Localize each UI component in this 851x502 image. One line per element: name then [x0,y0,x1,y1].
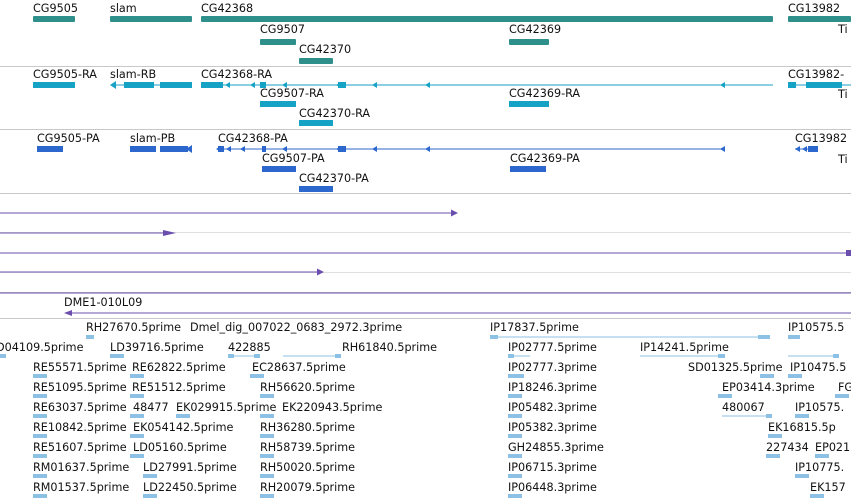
est-label[interactable]: LD22450.5prime [143,481,237,494]
est-label[interactable]: IP06715.3prime [508,461,597,474]
est-label[interactable]: EC28637.5prime [252,361,346,374]
est-label[interactable]: D04109.5prime [0,341,84,354]
transcript-glyph-cg9507-ra[interactable] [260,101,296,107]
est-label[interactable]: RH56620.5prime [260,381,356,394]
transcript-label-ti-ra[interactable]: Ti [838,88,848,101]
gene-label-cg42368[interactable]: CG42368 [201,2,254,15]
est-label[interactable]: RE62822.5prime [132,361,226,374]
gene-label-cg9505[interactable]: CG9505 [33,2,78,15]
transcript-label-slam-rb[interactable]: slam-RB [110,68,157,81]
est-label[interactable]: LD27991.5prime [143,461,237,474]
est-label[interactable]: EK16815.5p [768,421,836,434]
est-label[interactable]: IP10575. [795,401,845,414]
est-label[interactable]: RM01537.5prime [33,481,130,494]
est-label[interactable]: 48477 [133,401,169,414]
est-label[interactable]: RE51512.5prime [132,381,226,394]
est-label[interactable]: IP14241.5prime [640,341,729,354]
est-label[interactable]: RH27670.5prime [86,321,182,334]
transcript-glyph-cg9505-ra[interactable] [33,82,75,88]
est-label[interactable]: IP10575.5 [788,321,845,334]
gene-glyph-cg9505[interactable] [33,16,75,22]
est-label[interactable]: RM01637.5prime [33,461,130,474]
est-label[interactable]: IP02777.3prime [508,361,597,374]
gene-glyph-cg42368[interactable] [201,16,773,22]
transcript-label-slam-pb[interactable]: slam-PB [130,132,176,145]
transcript-label-cg13982-ra[interactable]: CG13982- [788,68,845,81]
gene-track-glyphs[interactable] [33,16,851,64]
est-label[interactable]: 422885 [228,341,271,354]
est-label[interactable]: IP06448.3prime [508,481,597,494]
est-glyphs[interactable] [0,335,849,498]
est-label[interactable]: RE51607.5prime [33,441,127,454]
est-label[interactable]: IP10475.5 [790,361,847,374]
est-label[interactable]: RH50020.5prime [260,461,356,474]
est-label[interactable]: IP18246.3prime [508,381,597,394]
transcript-label-cg9507-pa[interactable]: CG9507-PA [262,152,325,165]
gene-glyph-cg9507[interactable] [260,39,296,45]
transcript-label-cg42368-ra[interactable]: CG42368-RA [201,68,273,81]
est-label[interactable]: SD01325.5prime [688,361,783,374]
transcript-glyph-cg42369-ra[interactable] [509,101,549,107]
gene-glyph-cg42369[interactable] [509,39,549,45]
transcript-glyph-cg42370-ra[interactable] [299,120,333,126]
est-label[interactable]: RH36280.5prime [260,421,356,434]
est-label[interactable]: FG [838,381,851,394]
transcript-label-cg42370-ra[interactable]: CG42370-RA [299,107,371,120]
clone-label-dme1-010l09[interactable]: DME1-010L09 [64,296,143,309]
gene-label-ti[interactable]: Ti [838,23,848,36]
est-label[interactable]: RE63037.5prime [33,401,127,414]
transcript-glyph-cg42370-pa[interactable] [299,186,333,192]
transcript-label-cg13982-pa[interactable]: CG13982 [795,132,848,145]
long-feature-glyphs[interactable] [0,209,851,317]
transcript-label-cg42369-pa[interactable]: CG42369-PA [510,152,580,165]
est-label[interactable]: LD39716.5prime [110,341,204,354]
est-label[interactable]: EK157 [810,481,846,494]
transcript-label-cg9507-ra[interactable]: CG9507-RA [260,87,324,100]
gene-label-cg42369[interactable]: CG42369 [509,23,562,36]
transcript-glyph-cg42369-pa[interactable] [510,166,546,172]
transcript-label-cg9505-pa[interactable]: CG9505-PA [37,132,100,145]
est-label[interactable]: RE51095.5prime [33,381,127,394]
transcript-label-ti-pa[interactable]: Ti [838,153,848,166]
gene-label-cg42370[interactable]: CG42370 [299,43,352,56]
transcript-label-cg42368-pa[interactable]: CG42368-PA [218,132,288,145]
transcript-label-cg42369-ra[interactable]: CG42369-RA [509,87,581,100]
est-label[interactable]: IP05382.3prime [508,421,597,434]
gene-glyph-cg13982[interactable] [788,16,851,22]
est-label[interactable]: Dmel_dig_007022_0683_2972.3prime [190,321,403,334]
est-label[interactable]: EP021 [815,441,851,454]
est-label[interactable]: IP10775. [795,461,845,474]
est-label[interactable]: EP03414.3prime [722,381,815,394]
est-label[interactable]: 227434 [766,441,809,454]
est-label[interactable]: EK054142.5prime [133,421,234,434]
est-label[interactable]: RH61840.5prime [342,341,438,354]
transcript-pa-glyphs[interactable] [37,145,818,192]
est-label[interactable]: IP17837.5prime [490,321,579,334]
transcript-glyph-cg9507-pa[interactable] [262,166,296,172]
est-label[interactable]: IP05482.3prime [508,401,597,414]
transcript-glyph-cg9505-pa[interactable] [37,146,63,152]
est-label[interactable]: EK220943.5prime [282,401,383,414]
est-label[interactable]: GH24855.3prime [508,441,604,454]
gene-glyph-cg42370[interactable] [299,58,333,64]
est-label[interactable]: IP02777.5prime [508,341,597,354]
track-separators [0,66,851,319]
gene-glyph-slam[interactable] [110,16,192,22]
est-label[interactable]: RH58739.5prime [260,441,356,454]
gene-label-cg13982[interactable]: CG13982 [788,2,841,15]
transcript-ra-glyphs[interactable] [33,81,851,126]
est-label[interactable]: RE55571.5prime [33,361,127,374]
gene-label-slam[interactable]: slam [110,2,137,15]
est-label[interactable]: EK029915.5prime [176,401,277,414]
transcript-label-cg42370-pa[interactable]: CG42370-PA [299,172,369,185]
gene-label-cg9507[interactable]: CG9507 [260,23,305,36]
est-label[interactable]: RE10842.5prime [33,421,127,434]
est-label[interactable]: RH20079.5prime [260,481,356,494]
est-label[interactable]: 480067 [722,401,765,414]
transcript-label-cg9505-ra[interactable]: CG9505-RA [33,68,97,81]
est-label[interactable]: LD05160.5prime [133,441,227,454]
